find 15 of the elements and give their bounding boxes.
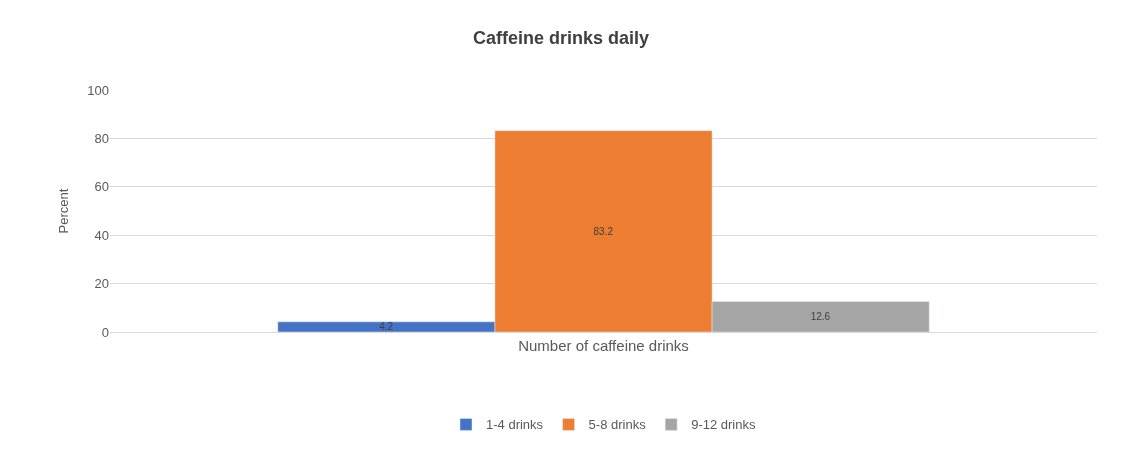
data-label: 12.6 [810, 311, 831, 323]
legend-label: 5-8 drinks [588, 417, 647, 433]
y-tick-label: 60 [94, 179, 109, 195]
y-tick-label: 80 [94, 130, 109, 146]
y-tick-label: 0 [101, 324, 109, 340]
y-tick-label: 20 [94, 276, 109, 292]
y-tick-label: 40 [94, 227, 109, 243]
legend-label: 1-4 drinks [486, 417, 544, 433]
data-label: 83.2 [593, 225, 614, 237]
y-tick-label: 100 [87, 82, 109, 98]
chart-title: Caffeine drinks daily [472, 28, 650, 49]
data-label: 4.2 [379, 321, 394, 333]
x-tick-label: Number of caffeine drinks [518, 337, 689, 354]
legend-label: 9-12 drinks [691, 417, 756, 433]
y-axis-title: Percent [56, 188, 72, 234]
